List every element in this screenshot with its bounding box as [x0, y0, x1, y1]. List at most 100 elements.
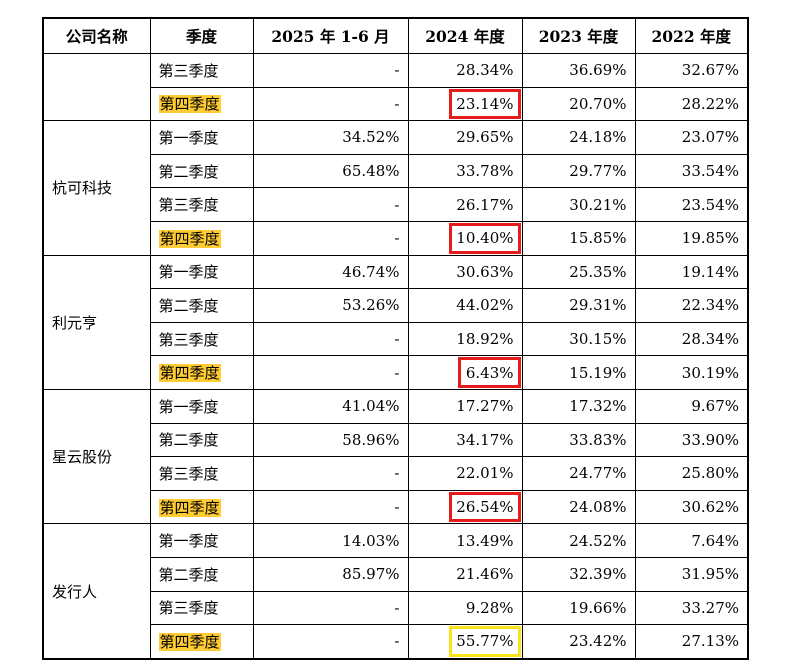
value-cell-v2023: 30.21%: [521, 187, 636, 222]
value-text: 32.39%: [569, 565, 627, 584]
value-cell-v2024: 30.63%: [407, 254, 523, 290]
value-cell-v2023: 29.77%: [521, 153, 636, 189]
value-text: 31.95%: [681, 565, 739, 584]
quarter-cell: 第三季度: [149, 321, 254, 357]
table-row: 利元亨 第一季度 46.74% 30.63% 25.35% 19.14%: [42, 254, 749, 390]
value-text: 9.28%: [465, 598, 514, 617]
value-cell-v2024: 23.14%: [407, 86, 523, 122]
value-text: 34.17%: [456, 430, 514, 449]
value-text: 33.78%: [456, 162, 514, 181]
value-text: 33.83%: [569, 430, 627, 449]
value-text: 26.17%: [456, 195, 514, 214]
quarter-cell: 第四季度: [149, 220, 254, 256]
quarterly-revenue-table: 公司名称 季度 2025 年 1-6 月 2024 年度 2023 年度 202…: [42, 17, 749, 660]
quarter-cell: 第二季度: [149, 288, 254, 323]
company-name-cell: 发行人: [42, 523, 151, 660]
company-name-cell: 利元亨: [42, 254, 151, 390]
quarter-cell: 第四季度: [149, 355, 254, 390]
value-text: 30.63%: [456, 262, 514, 281]
quarter-label: 第一季度: [158, 397, 219, 416]
value-text: 17.27%: [456, 397, 514, 416]
value-text: 27.13%: [681, 632, 739, 651]
value-cell-v2025: 53.26%: [252, 288, 409, 323]
value-text: 15.19%: [569, 363, 627, 382]
table-row: 第三季度 - 18.92% 30.15% 28.34%: [43, 321, 749, 357]
value-text: 41.04%: [342, 397, 400, 416]
value-text: 46.74%: [342, 262, 400, 281]
quarter-cell: 第一季度: [149, 254, 254, 290]
value-text: 29.65%: [456, 128, 514, 147]
quarter-cell: 第二季度: [149, 556, 254, 592]
value-cell-v2025: -: [252, 187, 409, 222]
value-cell-v2025: -: [252, 456, 409, 491]
quarter-label: 第三季度: [158, 61, 219, 80]
quarter-cell: 第三季度: [149, 590, 254, 626]
quarter-label: 第一季度: [158, 263, 219, 282]
value-cell-v2024: 34.17%: [407, 422, 523, 458]
value-cell-v2022: 28.34%: [634, 321, 749, 357]
quarter-label: 第三季度: [158, 196, 219, 215]
value-text: 33.27%: [681, 598, 739, 617]
table-row: 第二季度 85.97% 21.46% 32.39% 31.95%: [43, 556, 749, 592]
quarter-cell: 第三季度: [149, 456, 254, 491]
value-cell-v2022: 23.07%: [634, 120, 749, 155]
table-row: 第三季度 - 28.34% 36.69% 32.67%: [42, 52, 749, 122]
value-cell-v2025: -: [252, 489, 409, 525]
value-cell-v2024: 10.40%: [407, 220, 523, 256]
value-text: 32.67%: [681, 61, 739, 80]
table-wrapper: 公司名称 季度 2025 年 1-6 月 2024 年度 2023 年度 202…: [42, 17, 749, 660]
value-cell-v2022: 7.64%: [634, 523, 749, 558]
value-text: 36.69%: [569, 61, 627, 80]
value-text: 26.54%: [456, 498, 514, 517]
value-text: 28.34%: [681, 330, 739, 349]
value-text: 23.07%: [681, 128, 739, 147]
value-text: 44.02%: [456, 296, 514, 315]
value-text: 24.08%: [569, 498, 627, 517]
value-text: 21.46%: [456, 565, 514, 584]
value-text: 10.40%: [456, 229, 514, 248]
table-row: 星云股份 第一季度 41.04% 17.27% 17.32% 9.67%: [42, 388, 749, 525]
quarter-label: 第一季度: [158, 128, 219, 147]
header-2022: 2022 年度: [634, 17, 749, 54]
value-cell-v2025: 41.04%: [252, 388, 409, 424]
value-text: 33.54%: [681, 162, 739, 181]
value-cell-v2024: 55.77%: [407, 624, 523, 660]
value-cell-v2022: 30.19%: [634, 355, 749, 390]
value-cell-v2025: 65.48%: [252, 153, 409, 189]
value-cell-v2023: 33.83%: [521, 422, 636, 458]
value-cell-v2022: 32.67%: [634, 53, 749, 88]
value-cell-v2025: -: [252, 220, 409, 256]
table-body: 第三季度 - 28.34% 36.69% 32.67% 第四季度 - 23.14% 20.70%…: [42, 52, 749, 660]
value-cell-v2023: 15.85%: [521, 220, 636, 256]
value-text: 17.32%: [569, 397, 627, 416]
value-text: 9.67%: [691, 397, 739, 416]
table-row: 杭可科技 第一季度 34.52% 29.65% 24.18% 23.07%: [42, 120, 749, 256]
table-row: 发行人 第一季度 14.03% 13.49% 24.52% 7.64%: [42, 523, 749, 660]
value-text: -: [394, 94, 400, 113]
value-text: 30.19%: [681, 363, 739, 382]
quarter-label: 第二季度: [158, 431, 219, 450]
quarter-cell: 第四季度: [149, 489, 254, 525]
table-row: 第三季度 - 26.17% 30.21% 23.54%: [43, 187, 749, 222]
value-text: 19.85%: [681, 229, 739, 248]
quarter-cell: 第三季度: [149, 53, 254, 88]
table-row: 第四季度 - 10.40% 15.85% 19.85%: [43, 220, 749, 256]
value-cell-v2024: 18.92%: [407, 321, 523, 357]
value-text: 24.18%: [569, 128, 627, 147]
value-cell-v2023: 17.32%: [521, 388, 636, 424]
company-name-cell: 杭可科技: [42, 120, 151, 256]
value-text: 28.34%: [456, 61, 514, 80]
value-text: 22.34%: [681, 296, 739, 315]
quarter-label: 第二季度: [158, 296, 219, 315]
value-cell-v2023: 24.77%: [521, 456, 636, 491]
value-text: 25.80%: [681, 464, 739, 483]
header-quarter: 季度: [149, 17, 254, 54]
value-cell-v2024: 21.46%: [407, 556, 523, 592]
highlighted-quarter-label: 第四季度: [158, 632, 221, 651]
value-cell-v2024: 17.27%: [407, 388, 523, 424]
table-row: 第四季度 - 6.43% 15.19% 30.19%: [43, 355, 749, 390]
value-text: 23.14%: [456, 94, 514, 113]
value-text: 58.96%: [342, 430, 400, 449]
value-cell-v2022: 19.85%: [634, 220, 749, 256]
value-text: 30.21%: [569, 195, 627, 214]
